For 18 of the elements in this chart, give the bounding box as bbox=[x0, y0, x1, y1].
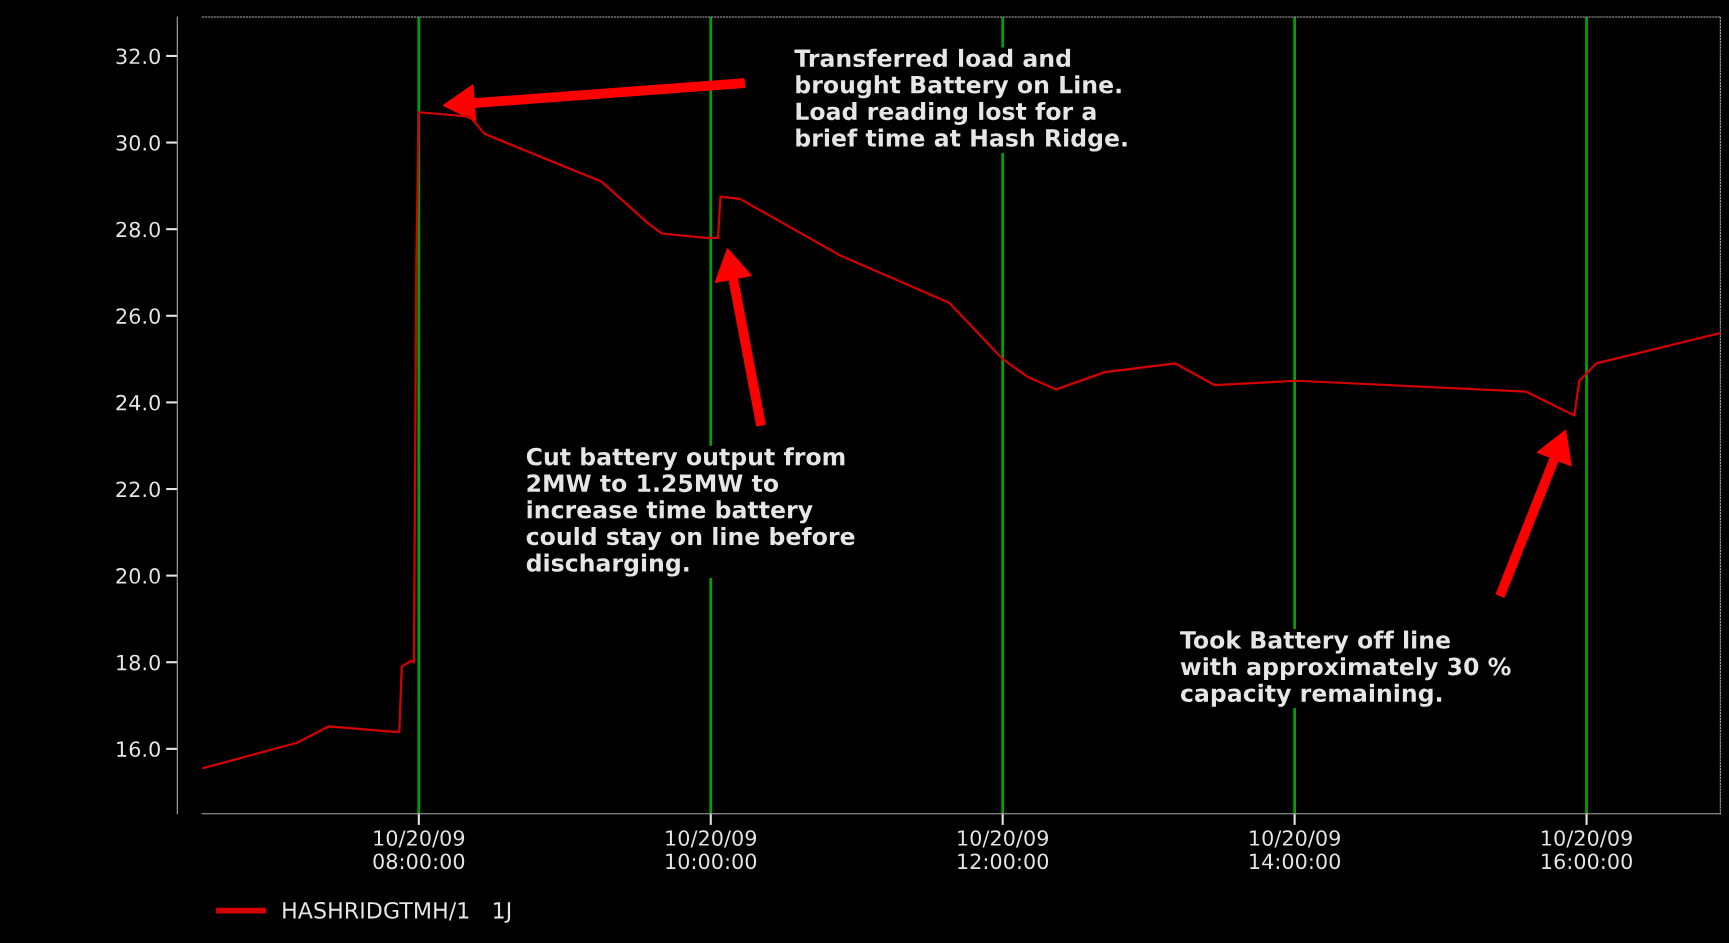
x-tick-label: 10/20/09 08:00:00 bbox=[373, 830, 465, 870]
x-tick-label: 10/20/09 12:00:00 bbox=[958, 830, 1049, 870]
x-tick-label: 10/20/09 14:00:00 bbox=[1250, 830, 1341, 870]
x-tick-label: 10/20/09 16:00:00 bbox=[1542, 830, 1632, 870]
annotation: Took Battery off line with approximately 30 % capacity remaining. bbox=[1180, 630, 1511, 707]
y-tick-label: 28.0 bbox=[116, 221, 160, 238]
y-tick-label: 18.0 bbox=[117, 654, 160, 671]
x-tick-label: 10/20/09 10:00:00 bbox=[666, 830, 757, 870]
legend-label: HASHRIDGTMH/1 1J bbox=[283, 901, 511, 923]
y-tick-label: 32.0 bbox=[116, 48, 160, 65]
annotation: Transferred load and brought Battery on Line. Load reading lost for a brief time at Hash Ridge. bbox=[794, 48, 1127, 152]
annotation: Cut battery output from 2MW to 1.25MW to increase time battery could stay on line before discharging. bbox=[526, 447, 855, 577]
y-tick-label: 20.0 bbox=[116, 568, 160, 584]
y-tick-label: 30.0 bbox=[116, 135, 160, 151]
y-tick-label: 26.0 bbox=[116, 308, 160, 324]
y-tick-label: 22.0 bbox=[116, 481, 160, 498]
y-tick-label: 24.0 bbox=[116, 394, 160, 411]
y-tick-label: 16.0 bbox=[117, 741, 160, 758]
